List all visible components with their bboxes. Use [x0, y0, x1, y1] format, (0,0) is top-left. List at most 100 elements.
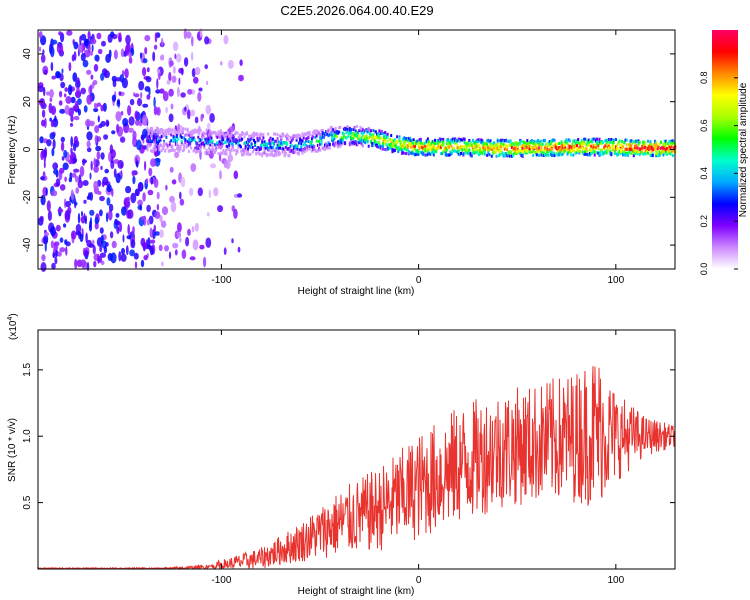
- spectrogram-cell: [521, 153, 524, 157]
- spectrogram-cell: [561, 143, 564, 147]
- spectrogram-cell: [673, 141, 675, 145]
- spectrogram-cell: [53, 162, 56, 169]
- spectrogram-cell: [546, 152, 549, 156]
- spectrogram-cell: [410, 145, 413, 149]
- spectrogram-cell: [487, 148, 490, 152]
- spectrogram-cell: [587, 141, 590, 145]
- spectrogram-cell: [553, 152, 556, 156]
- spectrogram-cell: [121, 206, 127, 216]
- spectrogram-cell: [51, 39, 58, 45]
- spectrogram-cell: [64, 87, 68, 92]
- spectrogram-cell: [262, 143, 265, 147]
- spectrogram-cell: [456, 143, 459, 147]
- spectrogram-cell: [370, 133, 373, 137]
- spectrogram-cell: [99, 195, 105, 202]
- spectrogram-cell: [416, 139, 419, 143]
- spectrogram-cell: [276, 146, 279, 150]
- spectrogram-cell: [528, 144, 531, 148]
- spectrogram-cell: [171, 128, 174, 132]
- spectrogram-cell: [153, 224, 156, 232]
- spectrogram-cell: [92, 79, 98, 86]
- spectrogram-cell: [469, 142, 472, 146]
- spectrogram-cell: [590, 140, 593, 144]
- spectrogram-cell: [196, 141, 199, 145]
- spectrogram-cell: [350, 131, 352, 135]
- spectrogram-cell: [548, 142, 551, 146]
- spectrogram-cell: [592, 144, 595, 148]
- spectrogram-cell: [507, 140, 510, 143]
- spectrogram-cell: [60, 81, 66, 89]
- spectrogram-cell: [206, 135, 209, 139]
- spectrogram-cell: [607, 146, 610, 150]
- spectrogram-cell: [114, 220, 121, 226]
- spectrogram-cell: [377, 140, 380, 144]
- spectrogram-cell: [223, 151, 226, 155]
- spectrogram-cell: [170, 139, 173, 143]
- spectrogram-cell: [534, 151, 537, 155]
- spectrogram-cell: [195, 130, 197, 134]
- spectrogram-cell: [96, 102, 102, 107]
- spectrogram-cell: [253, 131, 255, 135]
- spectrogram-cell: [531, 139, 533, 143]
- spectrogram-cell: [571, 149, 574, 153]
- spectrogram-cell: [499, 149, 502, 153]
- spectrogram-cell: [412, 142, 415, 146]
- spectrogram-cell: [656, 151, 659, 155]
- spectrogram-cell: [521, 147, 524, 150]
- spectrogram-cell: [421, 151, 423, 155]
- spectrogram-cell: [503, 154, 506, 158]
- spectrogram-cell: [404, 140, 407, 143]
- spectrogram-cell: [409, 145, 412, 148]
- spectrogram-cell: [108, 203, 114, 212]
- spectrogram-cell: [618, 151, 621, 155]
- spectrogram-cell: [503, 147, 506, 151]
- spectrogram-cell: [610, 151, 613, 155]
- spectrogram-cell: [455, 140, 458, 144]
- spectrogram-cell: [594, 139, 597, 143]
- spectrogram-cell: [193, 148, 196, 152]
- spectrogram-cell: [600, 140, 603, 144]
- spectrogram-cell: [564, 149, 567, 153]
- spectrogram-cell: [326, 129, 329, 133]
- spectrogram-cell: [190, 109, 196, 117]
- spectrogram-cell: [383, 135, 386, 139]
- spectrogram-cell: [534, 144, 537, 148]
- spectrogram-cell: [386, 135, 389, 139]
- spectrogram-cell: [516, 143, 519, 147]
- spectrogram-cell: [651, 147, 654, 151]
- spectrogram-cell: [551, 154, 554, 157]
- spectrogram-cell: [335, 131, 338, 135]
- spectrogram-cell: [239, 145, 242, 149]
- spectrogram-cell: [560, 153, 563, 157]
- spectrogram-cell: [532, 142, 535, 145]
- spectrogram-cell: [518, 150, 520, 154]
- spectrogram-cell: [74, 100, 79, 111]
- spectrogram-cell: [425, 153, 428, 157]
- spectrogram-cell: [60, 136, 65, 143]
- spectrogram-cell: [412, 152, 415, 155]
- spectrogram-cell: [617, 152, 620, 156]
- spectrogram-cell: [632, 140, 635, 143]
- spectrogram-cell: [515, 141, 518, 145]
- spectrogram-cell: [408, 136, 410, 140]
- spectrogram-cell: [649, 153, 652, 157]
- spectrogram-cell: [86, 195, 90, 200]
- spectrogram-cell: [231, 142, 234, 146]
- spectrogram-cell: [310, 139, 313, 143]
- spectrogram-cell: [468, 144, 471, 148]
- spectrogram-cell: [525, 144, 528, 148]
- spectrogram-cell: [174, 249, 178, 256]
- spectrogram-cell: [364, 135, 367, 139]
- spectrogram-cell: [403, 147, 406, 151]
- spectrogram-cell: [239, 138, 242, 142]
- spectrogram-cell: [353, 126, 356, 129]
- spectrogram-cell: [198, 143, 201, 147]
- spectrogram-cell: [196, 144, 199, 148]
- spectrogram-cell: [229, 135, 232, 138]
- spectrogram-cell: [355, 124, 358, 128]
- spectrogram-cell: [59, 90, 63, 98]
- spectrogram-cell: [308, 132, 311, 136]
- spectrogram-cell: [583, 150, 586, 154]
- spectrogram-cell: [270, 139, 273, 142]
